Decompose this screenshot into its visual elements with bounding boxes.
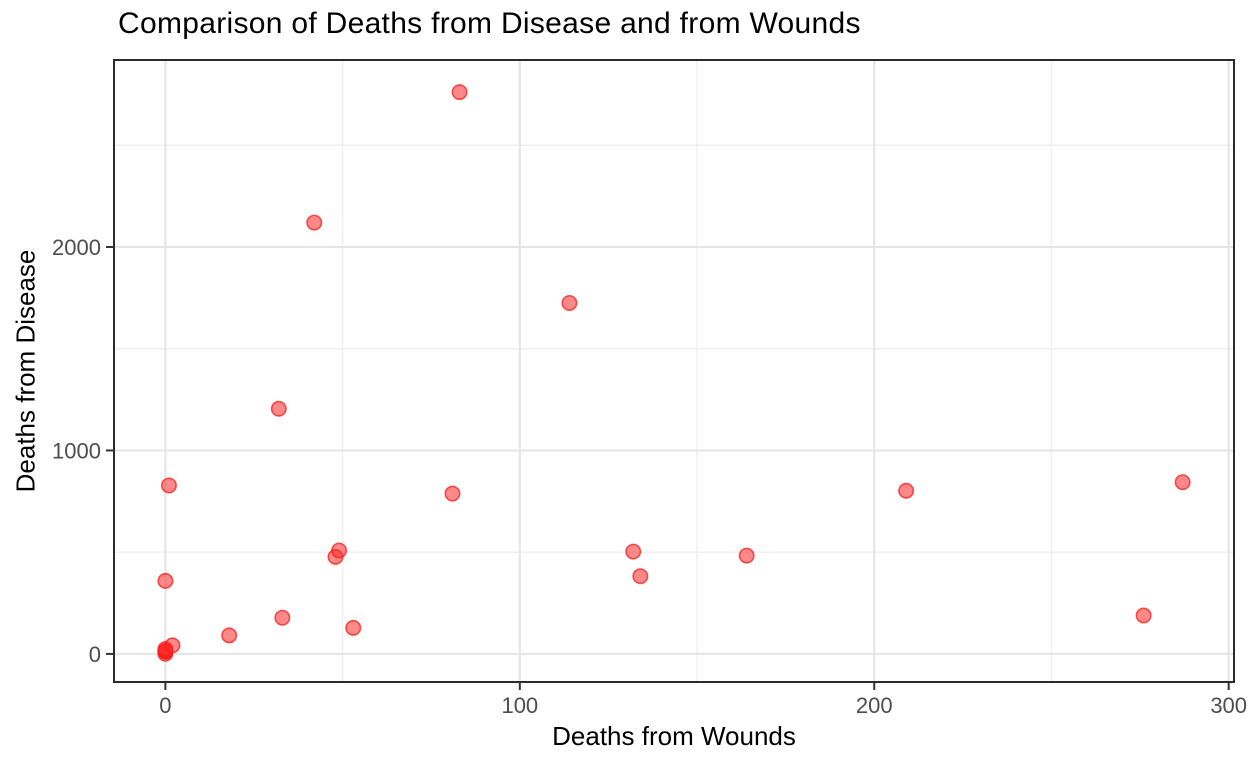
scatter-point [451, 84, 468, 101]
chart-title: Comparison of Deaths from Disease and fr… [118, 7, 861, 40]
scatter-point [738, 547, 755, 564]
scatter-point [1174, 474, 1191, 491]
scatter-point [345, 619, 362, 636]
x-tick-label: 300 [1210, 693, 1247, 718]
scatter-point [632, 568, 649, 585]
x-tick-label: 200 [856, 693, 893, 718]
scatter-point [561, 294, 578, 311]
scatter-point [306, 214, 323, 231]
scatter-point [157, 572, 174, 589]
y-axis-title: Deaths from Disease [10, 249, 41, 493]
scatter-point [444, 485, 461, 502]
scatter-point [270, 400, 287, 417]
scatter-point [164, 637, 181, 654]
scatter-point [160, 477, 177, 494]
y-tick-label: 1000 [52, 438, 101, 463]
y-tick-label: 2000 [52, 235, 101, 260]
scatter-point [625, 543, 642, 560]
scatter-point [898, 482, 915, 499]
x-tick-label: 0 [159, 693, 171, 718]
panel-border [113, 59, 1235, 683]
scatter-point [331, 542, 348, 559]
scatter-point [221, 627, 238, 644]
plot-panel [114, 60, 1234, 682]
x-tick-label: 100 [501, 693, 538, 718]
scatter-point [1135, 607, 1152, 624]
y-tick-label: 0 [89, 642, 101, 667]
x-axis-title: Deaths from Wounds [552, 721, 796, 751]
scatter-point [274, 609, 291, 626]
